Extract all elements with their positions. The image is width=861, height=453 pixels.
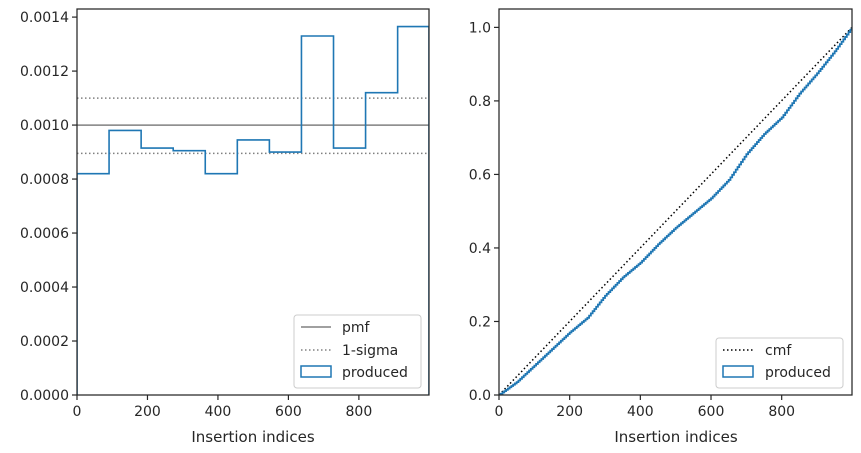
cmf-x-tick-label-4: 800 [768,404,795,420]
pmf-bin-0 [77,174,109,395]
pmf-x-tick-label-2: 400 [205,404,232,420]
pmf-legend-label-1-sigma: 1-sigma [342,343,398,359]
cmf-axes-frame [498,8,853,396]
cmf-x-tick-label-1: 200 [556,404,583,420]
cmf-legend-label-cmf: cmf [765,343,792,359]
pmf-axes-frame [76,8,430,396]
pmf-data-layer [77,25,429,395]
pmf-bin-1 [109,130,141,395]
cmf-x-tick-label-2: 400 [627,404,654,420]
cmf-data-layer [499,26,852,395]
pmf-legend: pmf 1-sigma produced [293,314,422,389]
cmf-y-tick-label-1: 0.2 [469,314,491,330]
pmf-x-tick-label-1: 200 [134,404,161,420]
pmf-y-tick-label-7: 0.0014 [20,10,69,26]
pmf-legend-label-pmf: pmf [342,320,371,336]
cmf-plot-area: 0 200 400 600 800 0.0 0.2 0.4 0.6 0.8 1.0 [469,8,853,420]
cmf-x-tick-label-3: 600 [698,404,725,420]
pmf-histogram-chart: 0 200 400 600 800 0.0000 0.0002 0.0004 0.0006 0.0… [20,8,430,446]
pmf-plot-area: 0 200 400 600 800 0.0000 0.0002 0.0004 0.0006 0.0… [20,8,430,420]
cmf-y-tick-label-3: 0.6 [469,167,491,183]
cmf-legend-swatch-produced [722,365,754,378]
pmf-bin-3 [173,151,205,395]
pmf-x-axis-label: Insertion indices [191,428,314,446]
cmf-x-axis-label: Insertion indices [614,428,737,446]
pmf-series-produced [77,25,429,395]
cmf-legend-label-produced: produced [765,365,831,381]
cmf-y-tick-label-0: 0.0 [469,388,491,404]
cmf-series-cmf [499,26,852,395]
cmf-y-tick-label-2: 0.4 [469,241,491,257]
pmf-y-tick-label-2: 0.0004 [20,280,69,296]
pmf-y-tick-label-5: 0.0010 [20,118,69,134]
pmf-y-tick-label-3: 0.0006 [20,226,69,242]
pmf-x-tick-label-0: 0 [73,404,82,420]
pmf-legend-label-produced: produced [342,365,408,381]
pmf-bin-4 [205,174,237,395]
pmf-x-tick-label-3: 600 [275,404,302,420]
cmf-chart: 0 200 400 600 800 0.0 0.2 0.4 0.6 0.8 1.0 Insertio… [469,8,853,446]
pmf-legend-swatch-produced [300,365,332,378]
pmf-y-tick-label-4: 0.0008 [20,172,69,188]
cmf-y-tick-label-4: 0.8 [469,94,491,110]
cmf-legend: cmf produced [715,337,844,389]
pmf-y-tick-label-6: 0.0012 [20,64,69,80]
pmf-y-tick-label-0: 0.0000 [20,388,69,404]
cmf-x-tick-label-0: 0 [495,404,504,420]
pmf-bin-2 [141,148,173,395]
cmf-series-produced [499,27,852,395]
pmf-y-tick-label-1: 0.0002 [20,334,69,350]
pmf-legend-box [293,314,422,389]
cmf-y-tick-label-5: 1.0 [469,20,491,36]
pmf-x-tick-label-4: 800 [346,404,373,420]
pmf-bin-5 [237,140,269,395]
